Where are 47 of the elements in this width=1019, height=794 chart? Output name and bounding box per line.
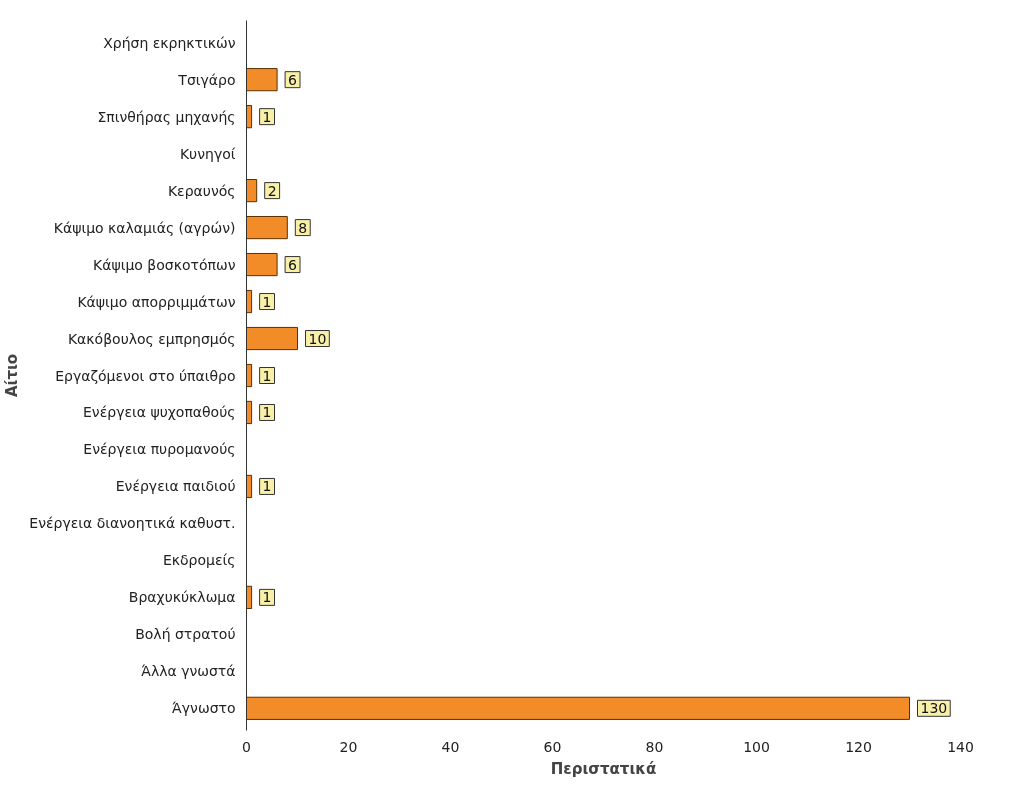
y-tick-label: Ενέργεια παιδιού — [115, 478, 236, 495]
data-label: 6 — [288, 71, 298, 88]
data-label: 8 — [298, 219, 308, 236]
bar — [246, 68, 278, 92]
bar — [246, 179, 258, 203]
x-tick-label: 140 — [947, 738, 974, 755]
y-tick-label: Χρήση εκρηκτικών — [103, 34, 236, 51]
data-label: 1 — [262, 478, 272, 495]
x-tick-label: 20 — [339, 738, 358, 755]
y-tick-label: Εργαζόμενοι στο ύπαιθρο — [55, 367, 236, 384]
x-tick-label: 0 — [242, 738, 251, 755]
y-tick-label: Άγνωστο — [172, 700, 236, 717]
data-label: 1 — [262, 367, 272, 384]
y-tick-label: Ενέργεια πυρομανούς — [83, 441, 236, 458]
y-tick-label: Εκδρομείς — [162, 552, 236, 569]
data-label: 1 — [262, 589, 272, 606]
y-tick-label: Κεραυνός — [167, 182, 236, 199]
y-tick-label: Βραχυκύκλωμα — [128, 589, 236, 606]
x-tick-label: 100 — [743, 738, 770, 755]
x-tick-label: 80 — [645, 738, 664, 755]
x-axis-title: Περιστατικά — [550, 759, 657, 778]
bar — [246, 252, 278, 277]
y-tick-label: Κάψιμο καλαμιάς (αγρών) — [53, 219, 236, 236]
y-tick-label: Ενέργεια διανοητικά καθυστ. — [29, 515, 236, 532]
y-tick-label: Άλλα γνωστά — [141, 663, 236, 680]
y-tick-label: Κυνηγοί — [179, 145, 236, 162]
y-axis-title: Αίτιο — [3, 353, 22, 398]
y-tick-label: Ενέργεια ψυχοπαθούς — [83, 404, 236, 421]
data-label: 130 — [920, 700, 948, 717]
data-label: 1 — [262, 404, 272, 421]
x-tick-label: 60 — [543, 738, 562, 755]
data-label: 6 — [288, 256, 298, 273]
bar — [246, 215, 288, 240]
y-tick-label: Κάψιμο βοσκοτόπων — [93, 256, 236, 273]
bar — [246, 696, 910, 720]
y-tick-label: Βολή στρατού — [135, 626, 236, 643]
data-label: 1 — [262, 293, 272, 310]
data-label: 2 — [267, 182, 277, 199]
y-tick-label: Σπινθήρας μηχανής — [97, 108, 236, 125]
x-tick-label: 40 — [441, 738, 460, 755]
data-label: 1 — [262, 108, 272, 125]
x-tick-label: 120 — [845, 738, 872, 755]
data-label: 10 — [308, 330, 327, 347]
y-tick-label: Κακόβουλος εμπρησμός — [67, 330, 236, 347]
bar — [246, 326, 298, 351]
y-tick-label: Κάψιμο απορριμμάτων — [77, 293, 236, 310]
y-tick-label: Τσιγάρο — [177, 71, 236, 88]
